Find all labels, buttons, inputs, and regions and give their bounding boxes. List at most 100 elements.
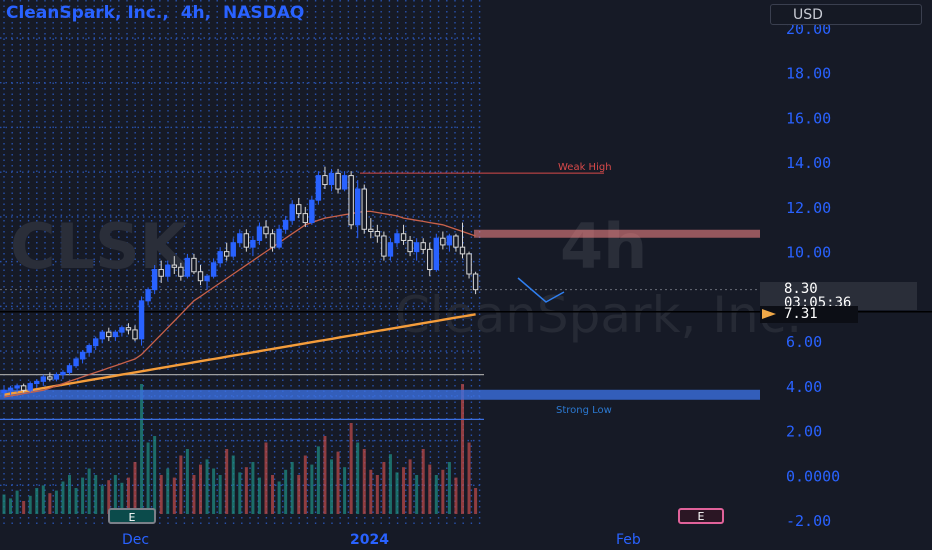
volume-bar <box>81 477 85 514</box>
price-axis-tick: 12.00 <box>786 199 831 217</box>
volume-bar <box>244 467 248 514</box>
volume-bar <box>35 488 39 514</box>
exchange-label: NASDAQ <box>223 3 305 23</box>
volume-bar <box>218 475 222 514</box>
volume-bar <box>68 475 71 514</box>
candle-body <box>1 389 7 394</box>
candle-body <box>413 242 420 253</box>
volume-bar <box>454 477 458 514</box>
volume-bar <box>251 462 255 514</box>
volume-bar <box>107 480 111 514</box>
candle-body <box>243 233 250 248</box>
candle-body <box>335 172 341 190</box>
candle-body <box>27 383 33 391</box>
price-axis-tick: 16.00 <box>786 109 831 127</box>
candle-body <box>60 371 66 376</box>
volume-bar <box>185 449 189 514</box>
volume-bar <box>284 469 288 514</box>
volume-bar <box>421 449 425 514</box>
candle-body <box>466 253 472 275</box>
candle-body <box>210 262 217 277</box>
volume-bar <box>428 464 432 514</box>
candle-body <box>328 172 335 186</box>
volume-bar <box>382 462 386 514</box>
volume-bar <box>153 436 157 514</box>
volume-bar <box>133 462 137 514</box>
volume-bar <box>441 469 445 514</box>
candle-body <box>453 235 459 248</box>
volume-bar <box>48 493 52 514</box>
candle-body <box>296 204 302 215</box>
candle-body <box>394 233 400 244</box>
volume-bar <box>231 455 235 514</box>
candle-body <box>53 374 60 380</box>
candle-body <box>184 257 191 277</box>
candle-body <box>309 199 315 224</box>
candle-body <box>20 385 27 391</box>
candle-body <box>322 175 328 186</box>
currency-selector[interactable]: USD <box>770 4 922 25</box>
volume-bar <box>447 462 451 514</box>
time-axis-tick: Feb <box>616 532 641 548</box>
volume-bar <box>146 442 150 514</box>
volume-bar <box>375 475 379 514</box>
candle-body <box>47 376 53 380</box>
volume-bar <box>179 455 183 514</box>
candle-body <box>106 331 112 338</box>
candle-body <box>400 233 407 241</box>
interval-label: 4h, <box>180 3 212 23</box>
candle-body <box>289 204 295 221</box>
candle-body <box>99 331 105 340</box>
earnings-flag[interactable]: E <box>108 508 156 524</box>
candle-body <box>217 251 223 264</box>
candle-body <box>315 175 322 201</box>
volume-bar <box>159 475 163 514</box>
candle-body <box>348 175 354 226</box>
volume-bar <box>343 467 347 514</box>
earnings-flag-upcoming[interactable]: E <box>678 508 724 524</box>
weak-high-label: Weak High <box>558 162 612 173</box>
candle-body <box>230 242 236 257</box>
candle-body <box>73 358 79 367</box>
volume-bar <box>61 481 65 514</box>
volume-bar <box>74 488 78 514</box>
volume-bar <box>54 490 58 514</box>
time-axis-tick: Dec <box>122 532 149 548</box>
candle-body <box>79 351 86 360</box>
volume-bar <box>467 442 471 514</box>
volume-bar <box>212 468 216 514</box>
candle-body <box>93 338 99 347</box>
candle-body <box>197 271 204 282</box>
candle-body <box>132 329 138 340</box>
candle-body <box>34 380 40 385</box>
volume-bar <box>9 498 13 514</box>
projection-arrow <box>517 277 565 303</box>
volume-bar <box>225 449 229 514</box>
volume-bar <box>415 475 419 514</box>
volume-bar <box>166 468 170 514</box>
candle-body <box>269 233 276 248</box>
strong-low-label: Strong Low <box>556 405 612 416</box>
candle-body <box>440 237 446 246</box>
price-axis-tick: 6.00 <box>786 333 822 351</box>
candle-body <box>165 264 171 277</box>
volume-bar <box>264 442 268 514</box>
volume-bar <box>474 488 478 514</box>
volume-bar <box>120 482 124 514</box>
candle-body <box>204 275 210 282</box>
volume-bar <box>28 495 32 514</box>
candle-body <box>368 228 374 233</box>
time-axis-background <box>0 527 932 550</box>
candle-body <box>302 213 309 224</box>
volume-bar <box>22 501 26 514</box>
volume-bar <box>408 459 412 514</box>
volume-bar <box>15 490 19 514</box>
candle-body <box>151 269 158 291</box>
volume-bar <box>330 459 333 514</box>
last-price-value: 8.30 <box>784 281 818 297</box>
candle-body <box>433 237 440 271</box>
price-axis-tick: 2.00 <box>786 423 822 441</box>
moving-average-fast <box>3 210 476 398</box>
resistance-zone <box>474 229 760 238</box>
